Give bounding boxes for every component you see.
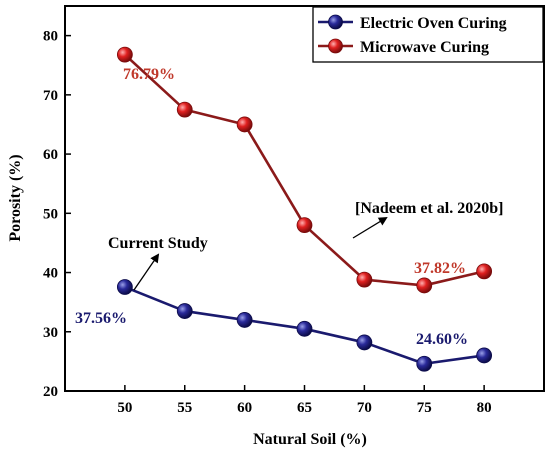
y-tick-label-80: 80 <box>43 29 58 45</box>
series-0-point-55 <box>176 303 193 319</box>
series-1-point-75 <box>416 277 433 294</box>
series-0-point-70 <box>356 334 373 351</box>
series-1-point-70 <box>356 271 373 288</box>
series-0-point-50 <box>116 279 133 295</box>
legend-marker-microwave <box>328 38 343 54</box>
y-tick-label-20: 20 <box>43 384 58 400</box>
y-axis-ticks: 20 30 40 50 60 70 80 <box>43 29 71 400</box>
series-0-point-80 <box>476 347 493 364</box>
data-label-37-56: 37.56% <box>75 310 127 327</box>
series-0-point-65 <box>296 320 313 337</box>
series-1-point-55 <box>176 101 193 118</box>
annotations: Current Study [Nadeem et al. 2020b] <box>108 200 503 291</box>
series-layer <box>116 46 493 372</box>
series-1-point-80 <box>476 263 493 280</box>
x-tick-label-60: 60 <box>237 400 252 416</box>
legend-label-electric-oven: Electric Oven Curing <box>360 15 507 32</box>
legend-label-microwave: Microwave Curing <box>360 39 489 56</box>
y-tick-label-60: 60 <box>43 147 58 163</box>
series-1-point-60 <box>236 116 253 133</box>
data-label-24-60: 24.60% <box>416 331 468 348</box>
annotation-current-study: Current Study <box>108 235 208 252</box>
legend-item-microwave: Microwave Curing <box>318 38 489 56</box>
y-tick-label-50: 50 <box>43 206 58 222</box>
x-tick-label-55: 55 <box>177 400 192 416</box>
y-tick-label-70: 70 <box>43 88 58 104</box>
data-label-37-82: 37.82% <box>414 260 466 277</box>
legend-marker-electric-oven <box>328 14 343 30</box>
legend-box <box>312 6 544 63</box>
y-tick-label-30: 30 <box>43 325 58 341</box>
x-tick-label-75: 75 <box>417 400 432 416</box>
series-1-point-50 <box>116 46 133 63</box>
series-0-point-60 <box>236 312 253 328</box>
x-axis-ticks: 50 55 60 65 70 75 80 <box>117 385 492 416</box>
x-tick-label-65: 65 <box>297 400 312 416</box>
annotation-nadeem: [Nadeem et al. 2020b] <box>355 200 503 217</box>
x-axis-title: Natural Soil (%) <box>253 431 367 448</box>
data-labels: 76.79% 37.82% 37.56% 24.60% <box>75 66 468 348</box>
y-tick-label-40: 40 <box>43 266 58 282</box>
x-tick-label-70: 70 <box>357 400 372 416</box>
legend: Electric Oven Curing Microwave Curing <box>312 6 544 63</box>
legend-item-electric-oven: Electric Oven Curing <box>318 14 507 32</box>
x-tick-label-80: 80 <box>477 400 492 416</box>
annotation-arrow-nadeem <box>352 216 388 239</box>
annotation-arrow-current-study <box>133 253 160 291</box>
data-label-76-79: 76.79% <box>123 66 175 83</box>
x-tick-label-50: 50 <box>117 400 132 416</box>
y-axis-title: Porosity (%) <box>7 154 24 241</box>
series-1-point-65 <box>296 217 313 234</box>
series-0-point-75 <box>416 355 433 372</box>
